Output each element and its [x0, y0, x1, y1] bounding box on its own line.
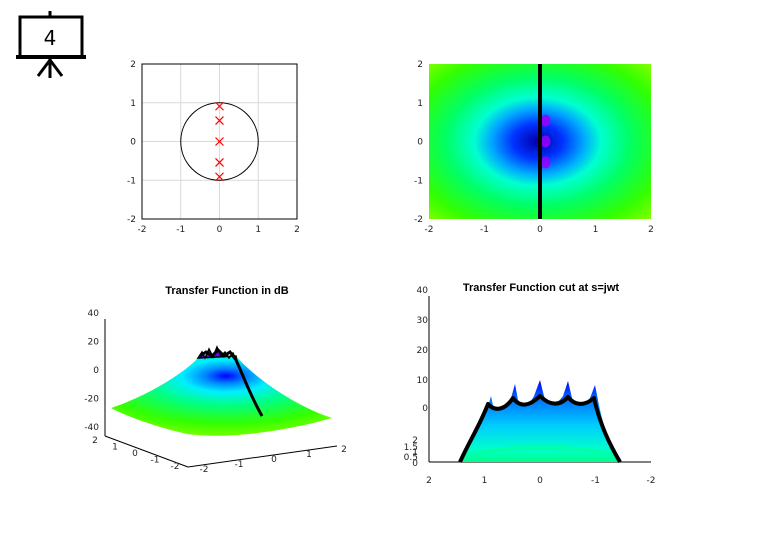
pole-marker	[215, 101, 224, 111]
z-tick-label: 40	[417, 286, 429, 296]
x-tick-label: 1	[255, 225, 261, 235]
surface-title: Transfer Function in dB	[165, 285, 289, 297]
slide-number: 4	[44, 26, 57, 50]
x-tick-label: -1	[591, 476, 600, 486]
pz-x-ticks: -2 -1 0 1 2	[138, 225, 300, 235]
heatmap-peak	[540, 114, 551, 127]
y-tick-label: 1.5	[404, 443, 418, 453]
x-tick-label: 0	[537, 225, 543, 235]
pz-y-ticks: -2 -1 0 1 2	[127, 60, 136, 225]
cut-surface-base	[469, 445, 613, 457]
y-tick-label: 2	[417, 60, 423, 70]
y-tick-label: 0	[417, 138, 423, 148]
cut-title: Transfer Function cut at s=jwt	[463, 282, 620, 294]
surface-cut-curve	[199, 347, 264, 417]
x-tick-label: 1	[306, 450, 312, 460]
surface-y-axis	[104, 435, 189, 468]
heatmap-peak	[540, 135, 551, 148]
slide-badge: 4	[16, 11, 86, 78]
y-tick-label: -2	[171, 462, 180, 472]
x-tick-label: 1	[482, 476, 488, 486]
y-tick-label: 1	[130, 99, 136, 109]
x-tick-label: 0	[217, 225, 223, 235]
y-tick-label: 1	[412, 448, 418, 458]
cut-x-ticks: 2 1 0 -1 -2	[426, 476, 655, 486]
pole-marker	[215, 137, 224, 146]
y-tick-label: 2	[92, 436, 98, 446]
cut-y-ticks: 21.510.50	[404, 436, 419, 469]
surface-x-axis	[187, 445, 338, 468]
magnitude-heatmap: -2 -1 0 1 2 -2 -1 0 1 2	[414, 60, 654, 235]
pole-marker	[215, 172, 224, 182]
heatmap-peaks	[540, 114, 551, 169]
z-tick-label: 20	[417, 346, 429, 356]
y-tick-label: 0	[412, 459, 418, 469]
surface-x-ticks: -2 -1 0 1 2	[200, 445, 347, 475]
y-tick-label: -1	[151, 456, 160, 466]
y-tick-label: -1	[127, 176, 136, 186]
surface-y-ticks: 2 1 0 -1 -2	[92, 436, 179, 472]
z-tick-label: -40	[84, 423, 99, 433]
surface-mesh	[111, 356, 332, 436]
z-tick-label: 40	[88, 309, 100, 319]
y-tick-label: -1	[414, 176, 423, 186]
x-tick-label: 0	[271, 455, 277, 465]
x-tick-label: -2	[425, 225, 434, 235]
x-tick-label: 0	[537, 476, 543, 486]
y-tick-label: 0.5	[404, 453, 418, 463]
y-tick-label: -2	[127, 215, 136, 225]
y-tick-label: 2	[130, 60, 136, 70]
x-tick-label: 2	[294, 225, 300, 235]
surface-z-ticks: 40 20 0 -20 -40	[84, 309, 99, 433]
x-tick-label: 2	[426, 476, 432, 486]
x-tick-label: -1	[176, 225, 185, 235]
z-tick-label: 20	[88, 338, 100, 348]
cut-surface	[460, 380, 620, 462]
z-tick-label: 30	[417, 316, 429, 326]
x-tick-label: -2	[138, 225, 147, 235]
x-tick-label: -1	[235, 460, 244, 470]
z-tick-label: 0	[93, 366, 99, 376]
cut-curve	[458, 394, 622, 464]
pole-marker	[215, 158, 224, 167]
y-tick-label: 2	[412, 436, 418, 446]
x-tick-label: 2	[648, 225, 654, 235]
x-tick-label: 2	[341, 445, 347, 455]
heatmap-x-ticks: -2 -1 0 1 2	[425, 225, 654, 235]
presentation-board-icon	[16, 11, 86, 78]
z-tick-label: -20	[84, 395, 99, 405]
x-tick-label: -1	[480, 225, 489, 235]
pole-zero-plot: -2 -1 0 1 2 -2 -1 0 1 2	[127, 60, 300, 235]
y-tick-label: -2	[414, 215, 423, 225]
y-tick-label: 0	[132, 449, 138, 459]
y-tick-label: 1	[112, 443, 118, 453]
x-tick-label: -2	[200, 465, 209, 475]
y-tick-label: 0	[130, 138, 136, 148]
pole-markers	[215, 101, 224, 182]
z-tick-label: 0	[422, 404, 428, 414]
heatmap-y-ticks: -2 -1 0 1 2	[414, 60, 423, 225]
x-tick-label: -2	[647, 476, 656, 486]
y-tick-label: 1	[417, 99, 423, 109]
z-tick-label: 10	[417, 376, 429, 386]
x-tick-label: 1	[593, 225, 599, 235]
cut-3d-plot: Transfer Function cut at s=jwt 403020100…	[404, 282, 656, 486]
unit-circle	[180, 102, 259, 181]
cut-z-ticks: 40 30 20 10 0	[417, 286, 429, 414]
pz-plot-frame	[141, 63, 298, 220]
pole-marker	[215, 116, 224, 125]
heatmap-peak	[540, 156, 551, 169]
